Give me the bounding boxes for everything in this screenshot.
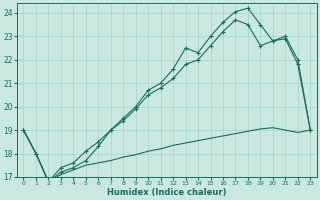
X-axis label: Humidex (Indice chaleur): Humidex (Indice chaleur): [107, 188, 227, 197]
